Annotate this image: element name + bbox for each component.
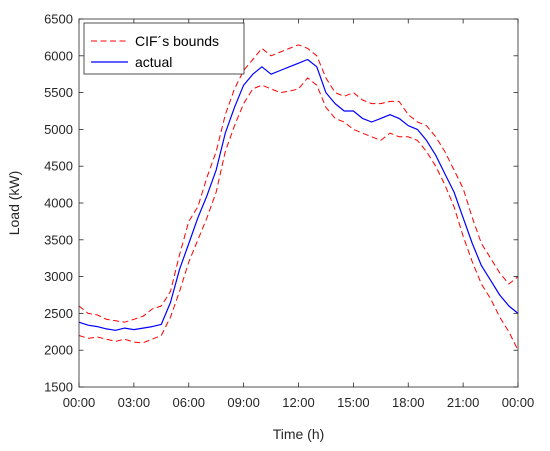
x-tick-label: 21:00 bbox=[447, 395, 480, 410]
x-tick-label: 15:00 bbox=[337, 395, 370, 410]
y-tick-label: 5000 bbox=[44, 122, 73, 137]
x-tick-label: 18:00 bbox=[392, 395, 425, 410]
x-tick-label: 03:00 bbox=[118, 395, 151, 410]
legend-box bbox=[83, 22, 245, 75]
x-tick-label: 06:00 bbox=[172, 395, 205, 410]
legend: CIF´s bounds actual bbox=[83, 22, 245, 75]
y-tick-label: 2500 bbox=[44, 306, 73, 321]
x-axis-title: Time (h) bbox=[273, 426, 325, 442]
y-tick-label: 1500 bbox=[44, 380, 73, 395]
legend-label-bounds: CIF´s bounds bbox=[135, 33, 219, 49]
series-line-actual bbox=[78, 58, 519, 331]
x-tick-label: 12:00 bbox=[282, 395, 315, 410]
series-layer bbox=[78, 44, 519, 351]
y-tick-label: 2000 bbox=[44, 343, 73, 358]
series-line-upper bbox=[78, 44, 519, 323]
y-tick-label: 6000 bbox=[44, 48, 73, 63]
plot-area bbox=[79, 19, 518, 387]
x-tick-label: 00:00 bbox=[63, 395, 96, 410]
y-tick-label: 6500 bbox=[44, 12, 73, 27]
y-tick-label: 3000 bbox=[44, 269, 73, 284]
y-tick-label: 5500 bbox=[44, 85, 73, 100]
axis-ticks: 00:00 03:00 06:00 09:00 12:00 15:00 18:00 21:00… bbox=[44, 12, 534, 411]
y-axis-title: Load (kW) bbox=[6, 171, 22, 236]
y-tick-label: 3500 bbox=[44, 232, 73, 247]
y-tick-label: 4500 bbox=[44, 159, 73, 174]
legend-label-actual: actual bbox=[135, 54, 172, 70]
x-tick-label: 00:00 bbox=[502, 395, 535, 410]
y-tick-label: 4000 bbox=[44, 196, 73, 211]
x-tick-label: 09:00 bbox=[227, 395, 260, 410]
